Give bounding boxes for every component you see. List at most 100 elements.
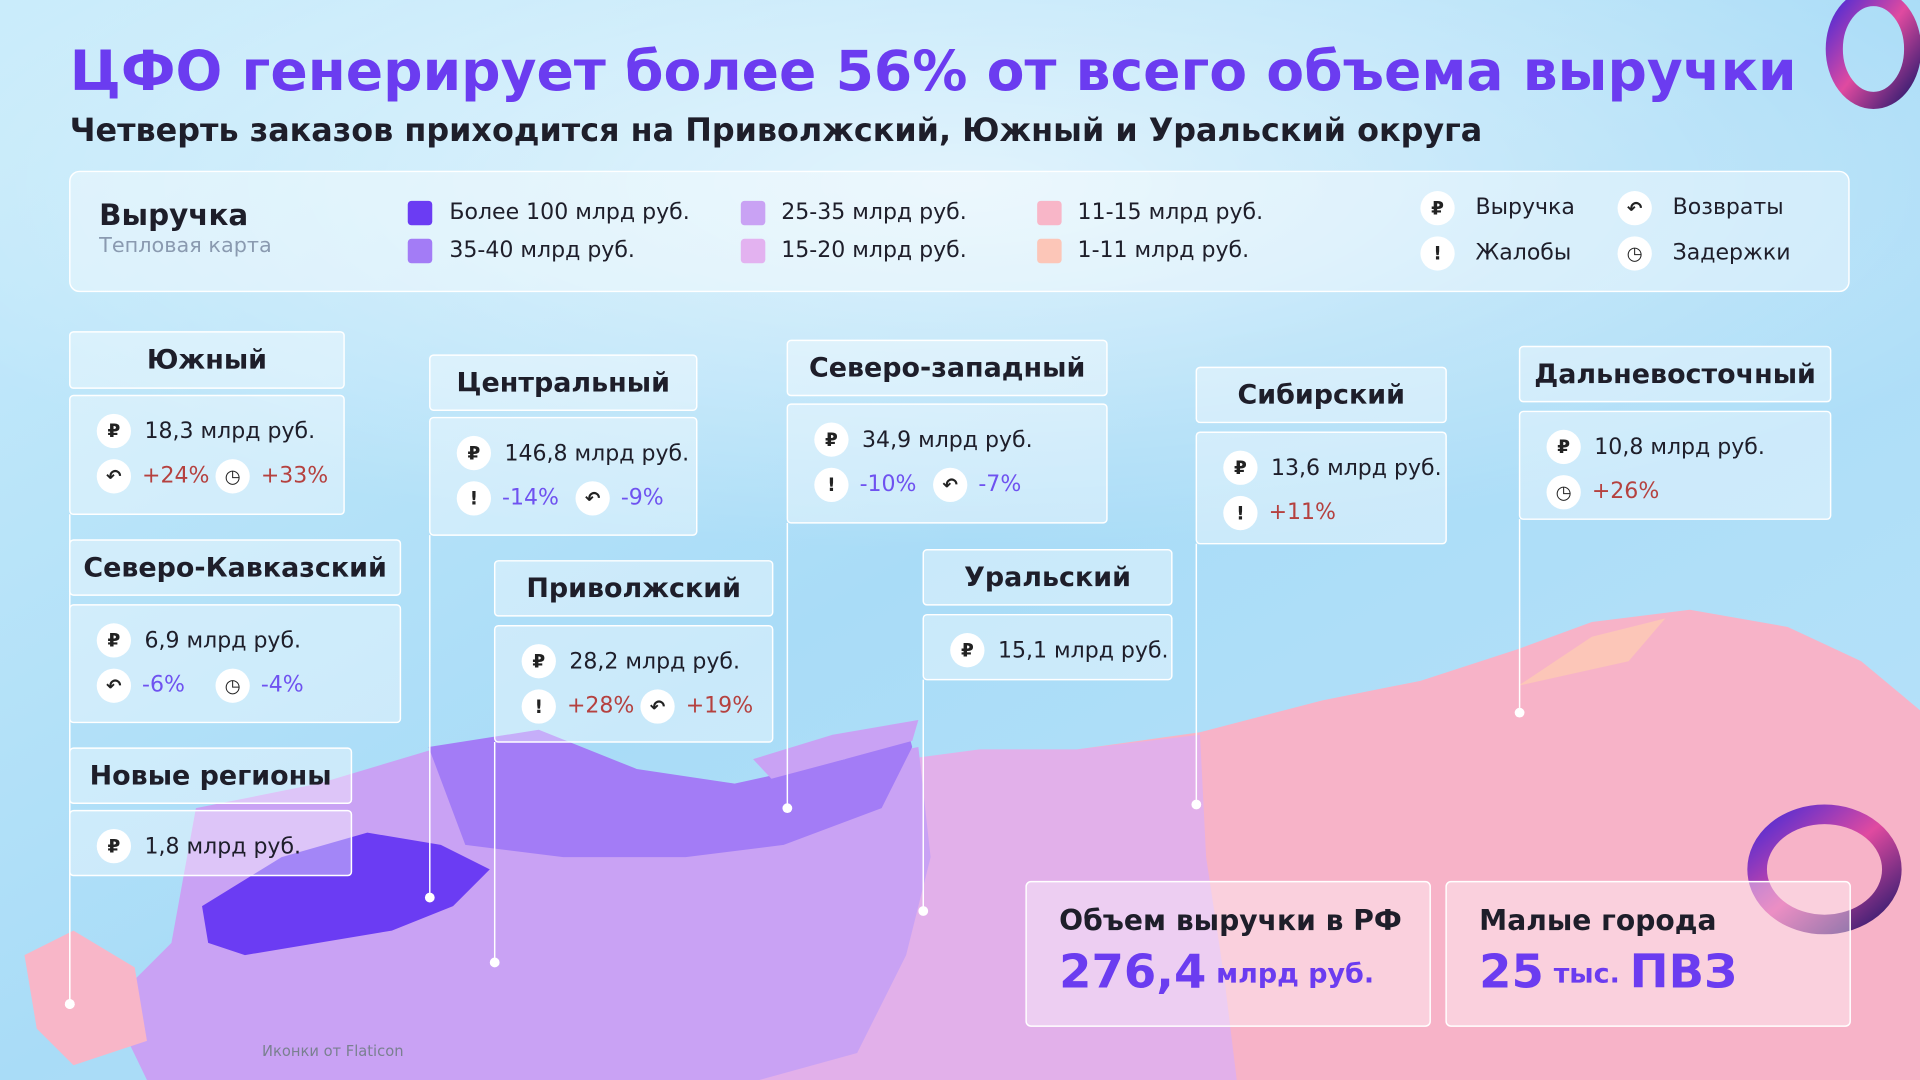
summary-box	[1445, 880, 1851, 1027]
region-info-box	[429, 416, 698, 536]
legend-subtitle: Тепловая карта	[98, 233, 272, 257]
summary-unit: млрд руб.	[1216, 958, 1374, 989]
icon-circle	[96, 623, 132, 658]
region-info-box	[69, 604, 402, 724]
icon-circle	[456, 435, 492, 471]
region-name-box	[922, 549, 1173, 606]
icon-circle	[640, 689, 675, 724]
icon: ₽	[467, 443, 480, 464]
legend-label: Более 100 млрд руб.	[449, 200, 689, 225]
icon: ₽	[961, 640, 974, 661]
icon-circle	[1223, 450, 1258, 485]
legend-panel	[69, 170, 1850, 293]
credit: Иконки от Flaticon	[262, 1043, 403, 1060]
icon: ₽	[107, 836, 120, 857]
summary-unit: тыс.	[1554, 958, 1620, 989]
icon-circle	[456, 481, 492, 516]
region-revenue: 28,2 млрд руб.	[569, 649, 740, 674]
icon-circle	[1546, 475, 1581, 510]
region-metric: +19%	[686, 694, 753, 719]
legend-swatch	[1037, 200, 1062, 226]
region-name-box	[69, 331, 345, 389]
icon-circle	[1617, 236, 1652, 271]
region-revenue: 34,9 млрд руб.	[862, 428, 1033, 453]
region-metric: -14%	[502, 485, 559, 510]
icon-circle	[215, 668, 250, 703]
region-name-box	[1518, 345, 1832, 403]
icon: ↶	[943, 475, 958, 496]
region-metric: +33%	[261, 463, 328, 488]
legend-swatch	[407, 238, 433, 264]
region-name: Новые регионы	[90, 760, 332, 791]
region-revenue: 18,3 млрд руб.	[144, 419, 315, 444]
map-northwest	[428, 724, 913, 858]
icon: ₽	[825, 430, 838, 451]
region-metric: +28%	[567, 694, 634, 719]
icon: ₽	[1431, 198, 1444, 219]
legend-title: Выручка	[99, 198, 248, 232]
region-revenue: 15,1 млрд руб.	[998, 638, 1169, 663]
region-metric: -10%	[860, 472, 917, 497]
region-name: Северо-западный	[809, 353, 1085, 384]
region-metric: +26%	[1592, 479, 1659, 504]
icon: ₽	[107, 631, 120, 652]
region-name-box	[69, 747, 353, 805]
icon-circle	[96, 828, 132, 864]
icon: ↶	[106, 676, 121, 697]
legend-icon-label: Задержки	[1673, 240, 1791, 265]
icon-circle	[96, 668, 132, 703]
summary-box	[1025, 880, 1431, 1027]
icon: ◷	[225, 467, 241, 488]
region-name: Приволжский	[526, 573, 741, 604]
decor-ring	[1825, 0, 1920, 109]
map-island	[1518, 618, 1666, 686]
pointer-dot	[489, 957, 500, 968]
region-name-box	[786, 339, 1108, 397]
legend-label: 11-15 млрд руб.	[1078, 200, 1264, 225]
pointer-dot	[1514, 707, 1525, 718]
region-revenue: 10,8 млрд руб.	[1594, 435, 1765, 460]
region-metric: -7%	[978, 472, 1021, 497]
region-name: Южный	[147, 345, 267, 376]
icon: ↶	[106, 467, 121, 488]
map-island	[753, 720, 919, 779]
pointer-dot	[424, 892, 435, 903]
icon-circle	[950, 633, 985, 668]
legend-swatch	[407, 200, 433, 226]
region-metric: -6%	[142, 673, 185, 698]
region-name-box	[493, 560, 774, 617]
legend-icon-label: Жалобы	[1476, 240, 1572, 265]
region-info-box	[786, 403, 1108, 524]
icon-circle	[96, 459, 132, 494]
summary-value: 25 тыс. ПВЗ	[1479, 944, 1737, 998]
icon-circle	[814, 422, 849, 457]
title: ЦФО генерирует более 56% от всего объема…	[70, 39, 1797, 103]
icon-circle	[814, 467, 849, 503]
summary-suffix: ПВЗ	[1630, 944, 1737, 998]
region-info-box	[493, 624, 774, 743]
summary-title: Объем выручки в РФ	[1059, 904, 1402, 937]
icon-circle	[521, 689, 556, 724]
region-metric: -4%	[261, 673, 304, 698]
region-name: Дальневосточный	[1534, 359, 1816, 390]
icon: ↶	[1627, 198, 1642, 219]
icon-circle	[521, 644, 556, 679]
region-revenue: 6,9 млрд руб.	[144, 629, 301, 654]
icon: !	[1236, 503, 1244, 524]
region-info-box	[69, 809, 353, 877]
legend-swatch	[740, 200, 766, 226]
region-name: Северо-Кавказский	[83, 552, 387, 583]
icon: ◷	[1556, 482, 1572, 503]
pointer-dot	[918, 906, 929, 916]
icon: !	[827, 475, 835, 496]
map-center	[202, 832, 490, 956]
legend-swatch	[1037, 238, 1062, 264]
region-info-box	[922, 613, 1173, 681]
icon-circle	[933, 467, 968, 503]
region-metric: -9%	[621, 485, 664, 510]
icon-circle	[575, 481, 610, 516]
icon-circle	[1617, 191, 1652, 226]
icon: ↶	[585, 489, 600, 510]
